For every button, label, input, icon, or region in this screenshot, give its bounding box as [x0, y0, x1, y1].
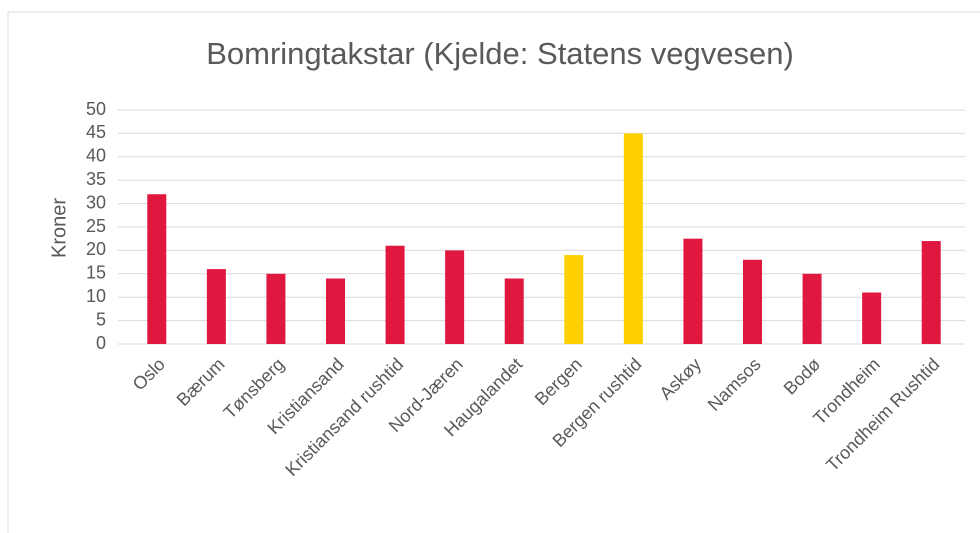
bar: [445, 250, 465, 344]
x-tick-label: Bærum: [173, 354, 229, 410]
y-tick-label: 25: [86, 216, 106, 236]
bar: [206, 269, 226, 344]
x-tick-label: Bergen: [531, 354, 586, 409]
y-tick-label: 50: [86, 99, 106, 119]
y-tick-label: 5: [96, 309, 106, 329]
x-tick-label: Bodø: [780, 354, 825, 399]
y-tick-label: 45: [86, 122, 106, 142]
chart-frame: [7, 11, 980, 533]
bar: [564, 255, 584, 344]
bar: [921, 241, 941, 344]
bar: [802, 273, 822, 344]
x-tick-label: Trondheim Rushtid: [822, 354, 943, 475]
x-tick-label: Namsos: [704, 354, 765, 415]
y-tick-label: 20: [86, 239, 106, 259]
x-tick-label: Oslo: [129, 354, 169, 394]
bar: [147, 194, 167, 344]
bar: [266, 273, 286, 344]
bar: [862, 292, 882, 344]
y-tick-label: 40: [86, 146, 106, 166]
y-tick-label: 10: [86, 286, 106, 306]
bar: [743, 259, 762, 344]
bar: [683, 238, 703, 344]
y-tick-label: 35: [86, 169, 106, 189]
y-tick-label: 30: [86, 192, 106, 212]
y-axis-label: Kroner: [48, 198, 70, 258]
chart-title: Bomringtakstar (Kjelde: Statens vegvesen…: [206, 36, 794, 71]
y-tick-label: 0: [96, 333, 106, 353]
bar: [326, 278, 345, 344]
y-tick-label: 15: [86, 263, 106, 283]
bar: [623, 133, 643, 344]
bar: [504, 278, 524, 344]
bar: [385, 245, 405, 344]
x-tick-label: Askøy: [656, 354, 706, 404]
